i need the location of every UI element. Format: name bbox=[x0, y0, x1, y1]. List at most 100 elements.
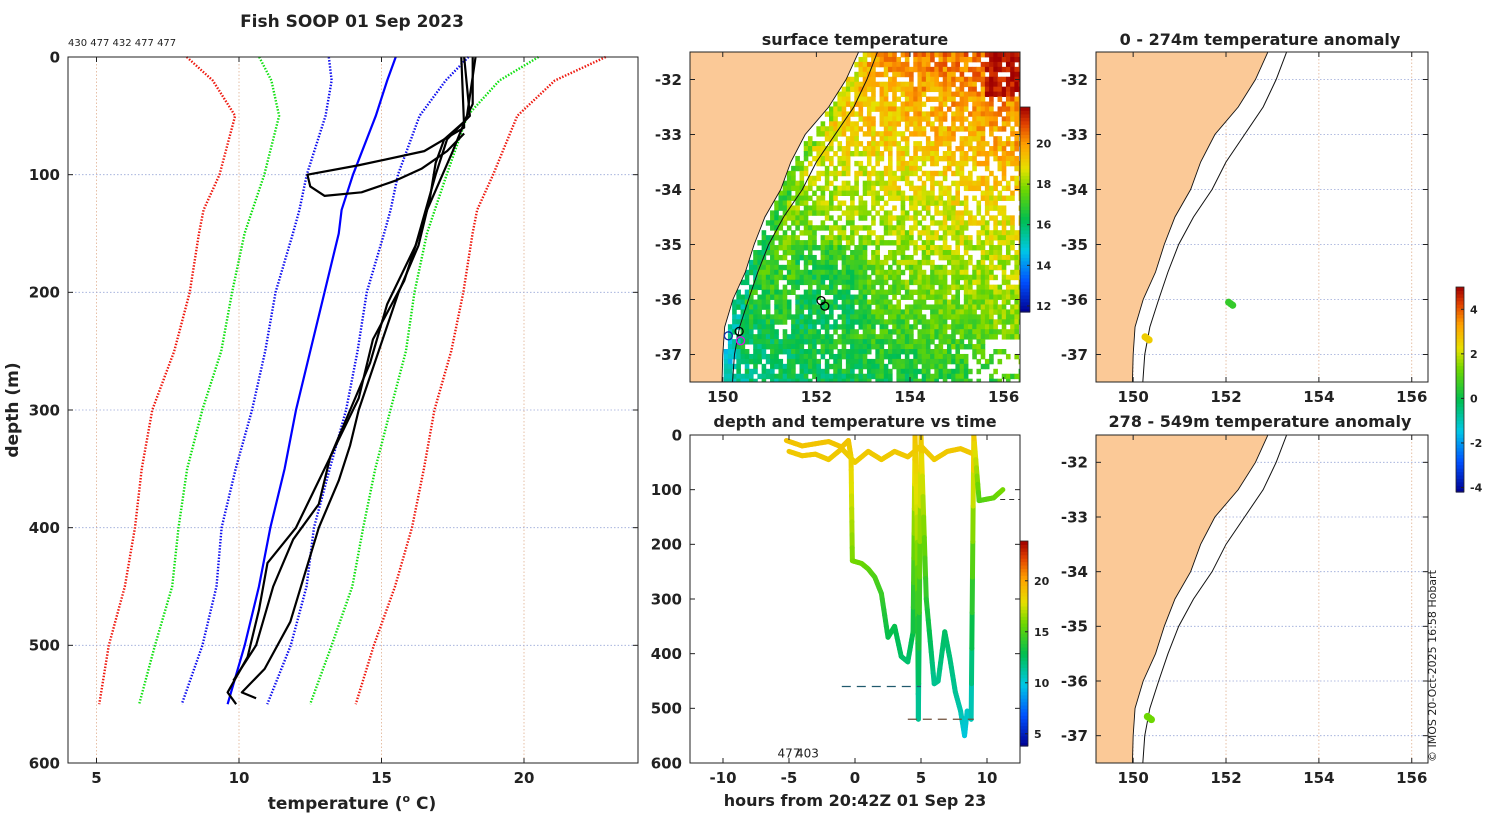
sst-cell bbox=[854, 334, 859, 340]
sst-cell bbox=[841, 329, 847, 335]
sst-cell bbox=[850, 264, 855, 271]
sst-cell bbox=[930, 56, 935, 63]
sst-cell bbox=[951, 269, 956, 276]
sst-cell bbox=[888, 314, 893, 320]
sst-cell bbox=[778, 264, 784, 271]
sst-cell bbox=[900, 309, 906, 315]
sst-cell bbox=[841, 131, 847, 137]
sst-cell bbox=[795, 284, 800, 291]
sst-cell bbox=[723, 363, 729, 370]
sst-cell bbox=[955, 190, 961, 196]
sst-cell bbox=[866, 363, 872, 370]
sst-cell bbox=[951, 71, 956, 78]
sst-cell bbox=[942, 66, 948, 73]
sst-cell bbox=[871, 101, 876, 107]
sst-cell bbox=[925, 289, 931, 295]
sst-cell bbox=[917, 274, 923, 281]
sst-cell bbox=[803, 151, 809, 157]
sst-cell bbox=[862, 334, 868, 340]
timeseries-ytick-label: 200 bbox=[651, 536, 682, 554]
sst-cell bbox=[807, 378, 813, 382]
sst-cell bbox=[862, 353, 868, 360]
profile-ytick-label: 0 bbox=[50, 48, 60, 66]
sst-cell bbox=[984, 205, 990, 211]
sst-cell bbox=[888, 225, 893, 231]
timeseries-colorbar-swatch bbox=[1020, 551, 1028, 556]
sst-cell bbox=[862, 329, 868, 335]
sst-cell bbox=[858, 373, 864, 380]
sst-cell bbox=[934, 96, 939, 102]
sst-cell bbox=[837, 111, 843, 117]
sst-cell bbox=[904, 264, 910, 271]
sst-cell bbox=[900, 329, 906, 335]
sst-cell bbox=[850, 131, 855, 137]
sst-cell bbox=[883, 141, 889, 147]
sst-cell bbox=[959, 180, 965, 187]
sst-cell bbox=[946, 289, 952, 295]
sst-cell bbox=[791, 279, 796, 286]
sst-cell bbox=[871, 96, 876, 102]
sst-cell bbox=[1001, 151, 1007, 157]
anomaly-colorbar-swatch bbox=[1456, 324, 1464, 329]
sst-cell bbox=[871, 151, 876, 157]
sst-cell bbox=[980, 304, 986, 310]
sst-cell bbox=[854, 71, 859, 78]
sst-cell bbox=[909, 294, 914, 300]
sst-cell bbox=[976, 185, 982, 192]
sst-cell bbox=[829, 339, 834, 345]
sst-xtick-label: 156 bbox=[988, 388, 1019, 406]
sst-cell bbox=[829, 264, 834, 271]
sst-cell bbox=[925, 378, 931, 382]
timeseries-colorbar-tick-label: 15 bbox=[1034, 626, 1049, 639]
sst-cell bbox=[1018, 215, 1020, 221]
sst-cell bbox=[921, 250, 927, 256]
sst-cell bbox=[888, 329, 893, 335]
sst-cell bbox=[984, 61, 990, 68]
sst-cell bbox=[833, 284, 838, 291]
sst-cell bbox=[972, 195, 977, 201]
sst-cell bbox=[1010, 116, 1015, 122]
sst-cell bbox=[984, 240, 990, 246]
sst-cell bbox=[1010, 146, 1015, 152]
sst-cell bbox=[909, 373, 914, 380]
sst-cell bbox=[938, 344, 944, 350]
sst-cell bbox=[900, 190, 906, 196]
sst-cell bbox=[782, 195, 788, 201]
sst-cell bbox=[900, 269, 906, 276]
profile-ytick-label: 400 bbox=[29, 519, 60, 537]
timeseries-colorbar-swatch bbox=[1020, 588, 1028, 593]
sst-cell bbox=[803, 200, 809, 206]
sst-cell bbox=[803, 279, 809, 286]
sst-cell bbox=[1014, 254, 1019, 261]
sst-cell bbox=[942, 274, 948, 281]
sst-cell bbox=[942, 76, 948, 83]
sst-cell bbox=[854, 329, 859, 335]
sst-cell bbox=[879, 349, 885, 355]
sst-cell bbox=[787, 384, 792, 389]
sst-cell bbox=[925, 151, 931, 157]
sst-cell bbox=[740, 319, 746, 325]
sst-cell bbox=[904, 339, 910, 345]
sst-cell bbox=[921, 254, 927, 261]
sst-cell bbox=[938, 52, 944, 58]
sst-cell bbox=[904, 81, 910, 88]
sst-cell bbox=[896, 175, 902, 182]
timeseries-ytick-label: 400 bbox=[651, 645, 682, 663]
sst-cell bbox=[989, 81, 994, 88]
sst-cell bbox=[850, 76, 855, 83]
sst-cell bbox=[1001, 205, 1007, 211]
sst-cell bbox=[1010, 175, 1015, 182]
anomaly-colorbar-swatch bbox=[1456, 474, 1464, 479]
sst-cell bbox=[1001, 126, 1007, 132]
sst-cell bbox=[866, 279, 872, 286]
sst-cell bbox=[845, 96, 851, 102]
sst-cell bbox=[833, 269, 838, 276]
sst-cell bbox=[883, 319, 889, 325]
timeseries-xtick-label: 5 bbox=[916, 769, 926, 787]
sst-cell bbox=[968, 339, 973, 345]
sst-cell bbox=[934, 220, 939, 226]
sst-cell bbox=[782, 294, 788, 300]
sst-cell bbox=[896, 324, 902, 330]
sst-cell bbox=[820, 225, 826, 231]
